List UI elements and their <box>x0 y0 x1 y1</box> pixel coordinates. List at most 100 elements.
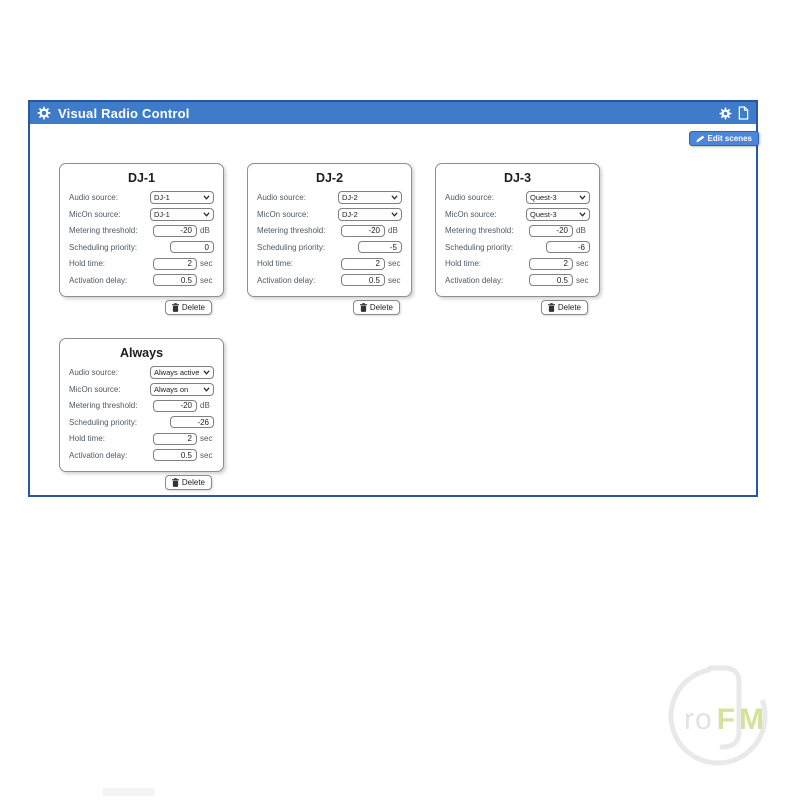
scheduling-priority-label: Scheduling priority: <box>69 417 138 427</box>
audio-source-value: Always active <box>154 368 200 377</box>
activation-delay-label: Activation delay: <box>257 275 316 285</box>
scene-card: DJ-1 Audio source: DJ-1 MicOn source: DJ… <box>59 163 224 297</box>
hold-time-row: Hold time: sec <box>69 432 214 445</box>
micon-source-label: MicOn source: <box>257 209 309 219</box>
activation-delay-input[interactable] <box>529 274 573 287</box>
chevron-down-icon <box>203 386 210 392</box>
hold-time-row: Hold time: sec <box>445 257 590 270</box>
scene-always: Always Audio source: Always active MicOn… <box>59 338 224 490</box>
metering-threshold-label: Metering threshold: <box>257 226 326 236</box>
chevron-down-icon <box>203 211 210 217</box>
settings-gear-icon[interactable] <box>719 106 732 120</box>
scheduling-priority-label: Scheduling priority: <box>445 242 514 252</box>
scheduling-priority-input[interactable] <box>170 416 214 429</box>
audio-source-label: Audio source: <box>69 368 118 377</box>
delete-button[interactable]: Delete <box>352 300 400 315</box>
db-unit-label: dB <box>388 226 398 236</box>
edit-icon <box>695 135 704 142</box>
micon-source-select[interactable]: DJ-1 <box>150 207 214 221</box>
activation-delay-input[interactable] <box>341 274 385 287</box>
hold-time-label: Hold time: <box>69 434 106 444</box>
delete-button[interactable]: Delete <box>164 300 212 315</box>
db-unit-label: dB <box>576 226 586 236</box>
hold-time-row: Hold time: sec <box>69 257 214 270</box>
edit-scenes-button[interactable]: Edit scenes <box>688 131 759 146</box>
metering-threshold-input[interactable] <box>341 224 385 237</box>
chevron-down-icon <box>579 195 586 200</box>
db-unit-label: dB <box>200 401 210 411</box>
micon-source-row: MicOn source: DJ-2 <box>257 207 402 221</box>
micon-source-label: MicOn source: <box>69 209 121 219</box>
hold-time-input[interactable] <box>341 257 385 270</box>
hold-time-label: Hold time: <box>257 259 294 269</box>
trash-icon <box>547 303 555 312</box>
audio-source-label: Audio source: <box>445 193 494 202</box>
scheduling-priority-label: Scheduling priority: <box>69 242 138 252</box>
delete-button[interactable]: Delete <box>164 475 212 490</box>
micon-source-value: DJ-2 <box>342 209 358 219</box>
delete-label: Delete <box>181 303 205 312</box>
cropped-artifact <box>103 788 155 796</box>
audio-source-select[interactable]: Always active <box>150 366 214 379</box>
scene-title: DJ-1 <box>127 171 156 185</box>
sec-unit-label: sec <box>388 259 401 269</box>
radio-gear-icon <box>37 106 51 120</box>
activation-delay-label: Activation delay: <box>69 450 128 460</box>
audio-source-label: Audio source: <box>69 193 118 202</box>
micon-source-row: MicOn source: Always on <box>69 382 214 396</box>
hold-time-input[interactable] <box>529 257 573 270</box>
metering-threshold-label: Metering threshold: <box>445 226 514 236</box>
hold-time-label: Hold time: <box>69 259 106 269</box>
micon-source-select[interactable]: DJ-2 <box>338 207 402 221</box>
document-icon[interactable] <box>738 106 749 120</box>
scene-card: Always Audio source: Always active MicOn… <box>59 338 224 472</box>
sec-unit-label: sec <box>576 259 589 269</box>
scheduling-priority-input[interactable] <box>358 241 402 254</box>
metering-threshold-input[interactable] <box>529 224 573 237</box>
scheduling-priority-input[interactable] <box>546 241 590 254</box>
micon-source-value: Always on <box>154 384 189 394</box>
trash-icon <box>171 303 179 312</box>
audio-source-select[interactable]: DJ-1 <box>150 191 214 204</box>
scene-dj-2: DJ-2 Audio source: DJ-2 MicOn source: DJ… <box>247 163 412 315</box>
audio-source-row: Audio source: DJ-2 <box>257 191 402 204</box>
chevron-down-icon <box>391 211 398 217</box>
metering-threshold-row: Metering threshold: dB <box>257 224 402 237</box>
activation-delay-row: Activation delay: sec <box>445 274 590 287</box>
sec-unit-label: sec <box>200 275 213 285</box>
profm-watermark-text: ro FM <box>684 703 768 737</box>
activation-delay-row: Activation delay: sec <box>69 449 214 462</box>
delete-label: Delete <box>557 303 581 312</box>
activation-delay-input[interactable] <box>153 449 197 462</box>
micon-source-row: MicOn source: Quest-3 <box>445 207 590 221</box>
metering-threshold-input[interactable] <box>153 399 197 412</box>
micon-source-select[interactable]: Always on <box>150 382 214 396</box>
metering-threshold-row: Metering threshold: dB <box>445 224 590 237</box>
metering-threshold-input[interactable] <box>153 224 197 237</box>
micon-source-select[interactable]: Quest-3 <box>526 207 590 221</box>
scheduling-priority-input[interactable] <box>170 241 214 254</box>
hold-time-input[interactable] <box>153 432 197 445</box>
audio-source-select[interactable]: DJ-2 <box>338 191 402 204</box>
scene-title: DJ-2 <box>315 171 344 185</box>
scene-dj-3: DJ-3 Audio source: Quest-3 MicOn source:… <box>435 163 600 315</box>
chevron-down-icon <box>579 211 586 217</box>
audio-source-value: DJ-1 <box>154 193 170 202</box>
audio-source-select[interactable]: Quest-3 <box>526 191 590 204</box>
delete-button[interactable]: Delete <box>540 300 588 315</box>
activation-delay-input[interactable] <box>153 274 197 287</box>
micon-source-value: Quest-3 <box>530 209 557 219</box>
activation-delay-label: Activation delay: <box>445 275 504 285</box>
micon-source-row: MicOn source: DJ-1 <box>69 207 214 221</box>
scheduling-priority-row: Scheduling priority: <box>69 241 214 254</box>
profm-watermark-logo <box>668 665 768 766</box>
audio-source-value: Quest-3 <box>530 193 557 202</box>
audio-source-row: Audio source: Always active <box>69 366 214 379</box>
hold-time-input[interactable] <box>153 257 197 270</box>
visual-radio-control-panel: Visual Radio Control <box>28 100 759 497</box>
edit-scenes-label: Edit scenes <box>707 134 752 143</box>
sec-unit-label: sec <box>200 434 213 444</box>
chevron-down-icon <box>391 195 398 200</box>
micon-source-value: DJ-1 <box>154 209 170 219</box>
page-title: Visual Radio Control <box>58 105 190 121</box>
